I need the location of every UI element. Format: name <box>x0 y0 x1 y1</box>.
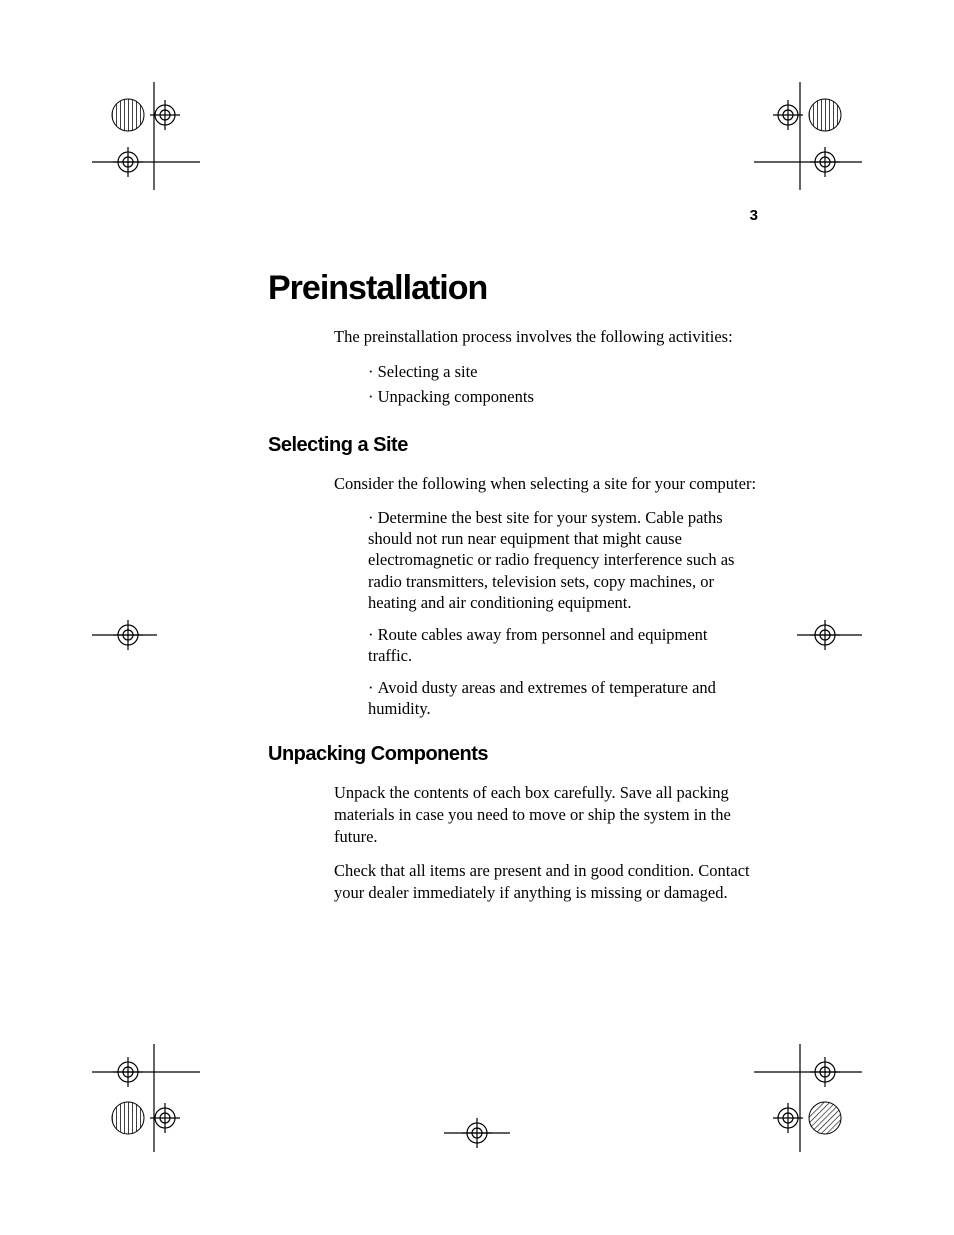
page-number: 3 <box>750 207 758 224</box>
section-title-unpacking: Unpacking Components <box>268 743 758 766</box>
page-content: 3 Preinstallation The preinstallation pr… <box>268 207 758 915</box>
intro-bullet: · Unpacking components <box>368 385 758 410</box>
intro-bullet: · Selecting a site <box>368 360 758 385</box>
section-paragraph: Unpack the contents of each box carefull… <box>334 782 758 847</box>
chapter-title: Preinstallation <box>268 269 758 308</box>
chapter-intro: The preinstallation process involves the… <box>334 326 758 348</box>
section-bullet: · Determine the best site for your syste… <box>368 507 752 614</box>
section-title-selecting: Selecting a Site <box>268 434 758 457</box>
section-bullet: · Avoid dusty areas and extremes of temp… <box>368 677 752 720</box>
section-paragraph: Check that all items are present and in … <box>334 860 758 904</box>
section-bullet: · Route cables away from personnel and e… <box>368 624 752 667</box>
section-intro: Consider the following when selecting a … <box>334 473 758 495</box>
